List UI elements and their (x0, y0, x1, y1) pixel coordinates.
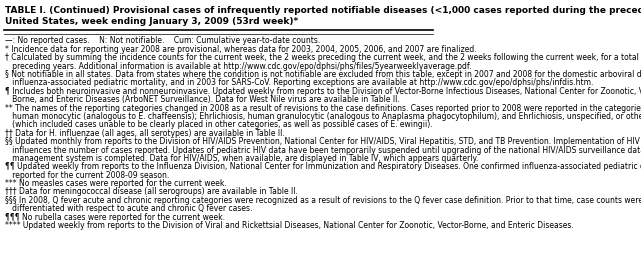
Text: management system is completed. Data for HIV/AIDS, when available, are displayed: management system is completed. Data for… (5, 154, 478, 163)
Text: (which included cases unable to be clearly placed in other categories, as well a: (which included cases unable to be clear… (5, 120, 433, 129)
Text: † Calculated by summing the incidence counts for the current week, the 2 weeks p: † Calculated by summing the incidence co… (5, 53, 641, 62)
Text: reported for the current 2008-09 season.: reported for the current 2008-09 season. (5, 171, 169, 180)
Text: †† Data for H. influenzae (all ages, all serotypes) are available in Table II.: †† Data for H. influenzae (all ages, all… (5, 129, 285, 138)
Text: * Incidence data for reporting year 2008 are provisional, whereas data for 2003,: * Incidence data for reporting year 2008… (5, 45, 476, 54)
Text: §§§ In 2008, Q fever acute and chronic reporting categories were recognized as a: §§§ In 2008, Q fever acute and chronic r… (5, 196, 641, 205)
Text: TABLE I. (Continued) Provisional cases of infrequently reported notifiable disea: TABLE I. (Continued) Provisional cases o… (5, 6, 641, 15)
Text: ††† Data for meningococcal disease (all serogroups) are available in Table II.: ††† Data for meningococcal disease (all … (5, 187, 297, 197)
Text: influenza-associated pediatric mortality, and in 2003 for SARS-CoV. Reporting ex: influenza-associated pediatric mortality… (5, 78, 593, 87)
Text: **** Updated weekly from reports to the Division of Viral and Rickettsial Diseas: **** Updated weekly from reports to the … (5, 221, 574, 230)
Text: ¶¶¶ No rubella cases were reported for the current week.: ¶¶¶ No rubella cases were reported for t… (5, 213, 225, 222)
Text: ¶ Includes both neuroinvasive and nonneuroinvasive. Updated weekly from reports : ¶ Includes both neuroinvasive and nonneu… (5, 87, 641, 96)
Text: differentiated with respect to acute and chronic Q fever cases.: differentiated with respect to acute and… (5, 204, 253, 213)
Text: Borne, and Enteric Diseases (ArboNET Surveillance). Data for West Nile virus are: Borne, and Enteric Diseases (ArboNET Sur… (5, 95, 399, 104)
Text: —: No reported cases.    N: Not notifiable.    Cum: Cumulative year-to-date coun: —: No reported cases. N: Not notifiable.… (5, 36, 320, 45)
Text: *** No measles cases were reported for the current week.: *** No measles cases were reported for t… (5, 179, 227, 188)
Text: preceding years. Additional information is available at http://www.cdc.gov/epo/d: preceding years. Additional information … (5, 62, 471, 71)
Text: United States, week ending January 3, 2009 (53rd week)*: United States, week ending January 3, 20… (5, 17, 298, 26)
Text: §§ Updated monthly from reports to the Division of HIV/AIDS Prevention, National: §§ Updated monthly from reports to the D… (5, 137, 641, 146)
Text: ¶¶ Updated weekly from reports to the Influenza Division, National Center for Im: ¶¶ Updated weekly from reports to the In… (5, 162, 641, 171)
Text: influences the number of cases reported. Updates of pediatric HIV data have been: influences the number of cases reported.… (5, 146, 641, 155)
Text: § Not notifiable in all states. Data from states where the condition is not noti: § Not notifiable in all states. Data fro… (5, 70, 641, 79)
Text: human monocytic (analogous to E. chaffeensis); Ehrlichiosis, human granulocytic : human monocytic (analogous to E. chaffee… (5, 112, 641, 121)
Text: ** The names of the reporting categories changed in 2008 as a result of revision: ** The names of the reporting categories… (5, 104, 641, 113)
